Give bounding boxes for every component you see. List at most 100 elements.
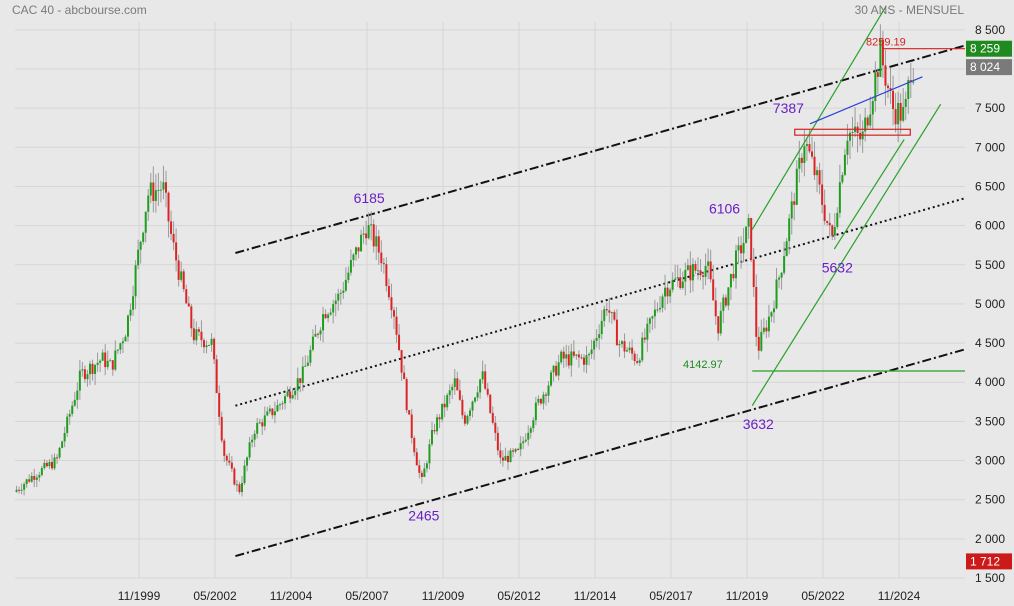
candle-body [43,462,46,469]
candle-body [327,314,330,319]
candle-body [466,415,469,424]
candle-body [170,221,173,234]
candle-body [126,315,129,337]
candle-body [324,314,327,319]
candle-body [446,395,449,408]
candle-body [342,290,345,293]
candle-body [737,245,740,251]
candle-body [795,168,798,205]
candle-body [443,403,446,408]
candle-body [793,201,796,205]
candle-body [223,440,226,456]
candle-body [28,479,31,482]
candle-body [681,281,684,288]
candle-body [362,233,365,235]
channel-line [235,197,966,407]
candle-body [628,347,631,351]
candle-body [408,410,411,415]
x-tick-label: 11/1999 [118,589,161,603]
candle-body [83,369,86,380]
candle-body [818,170,821,185]
candle-body [550,372,553,386]
candle-body [866,117,869,126]
candle-body [770,312,773,317]
x-tick-label: 11/2004 [270,589,313,603]
candle-body [504,455,507,461]
candle-body [826,220,829,223]
price-annotation: 6185 [354,190,385,206]
candle-body [157,189,160,191]
candle-body [258,422,261,424]
candle-body [119,343,122,350]
candle-body [238,484,241,493]
candle-body [172,233,175,243]
candle-body [387,286,390,298]
candle-body [524,439,527,442]
candle-body [405,379,408,411]
candle-body [636,361,639,363]
candle-body [519,443,522,450]
candle-body [734,250,737,279]
candle-body [653,309,656,317]
y-tick-label: 4 500 [975,336,1005,350]
candle-body [848,132,851,141]
price-badge-label: 1 712 [970,554,1000,568]
green-trend-line [751,103,942,407]
candle-body [496,432,499,451]
y-tick-label: 3 500 [975,414,1005,428]
candle-body [56,457,59,459]
x-tick-label: 05/2007 [345,589,389,603]
candle-body [780,272,783,278]
y-tick-label: 8 500 [975,23,1005,37]
candle-body [68,413,71,417]
candle-body [517,448,520,450]
candle-body [714,300,717,317]
candle-body [425,463,428,469]
candle-body [522,441,525,444]
candle-body [30,475,33,482]
candle-body [400,350,403,373]
candle-body [278,404,281,406]
candle-body [752,259,755,287]
candle-body [605,309,608,311]
candle-body [633,353,636,362]
candle-body [392,310,395,317]
candle-body [185,289,188,304]
candle-body [593,340,596,350]
candle-body [281,403,284,405]
candle-body [800,157,803,164]
candle-body [309,349,312,363]
candle-body [618,344,621,346]
candle-body [894,109,897,125]
candle-body [884,65,887,86]
candle-body [816,170,819,176]
price-annotation: 6106 [709,200,740,216]
candle-body [757,336,760,351]
y-tick-label: 6 000 [975,219,1005,233]
candle-body [45,462,48,467]
candle-body [881,39,884,66]
candle-body [256,423,259,434]
candle-body [116,349,119,351]
candle-body [747,218,750,227]
x-tick-label: 05/2017 [649,589,693,603]
candle-body [598,334,601,339]
candle-body [694,263,697,271]
candle-body [676,277,679,279]
candle-body [370,224,373,226]
candle-body [788,218,791,242]
candle-body [152,182,155,201]
candle-body [263,415,266,427]
candle-body [823,204,826,221]
candle-body [729,273,732,288]
y-tick-label: 2 500 [975,493,1005,507]
candle-body [707,261,710,266]
candle-body [162,182,165,190]
y-tick-label: 7 500 [975,101,1005,115]
candle-body [762,327,765,332]
candle-body [542,394,545,404]
chart-subtitle: 30 ANS - MENSUEL [855,3,965,17]
candle-body [311,336,314,350]
